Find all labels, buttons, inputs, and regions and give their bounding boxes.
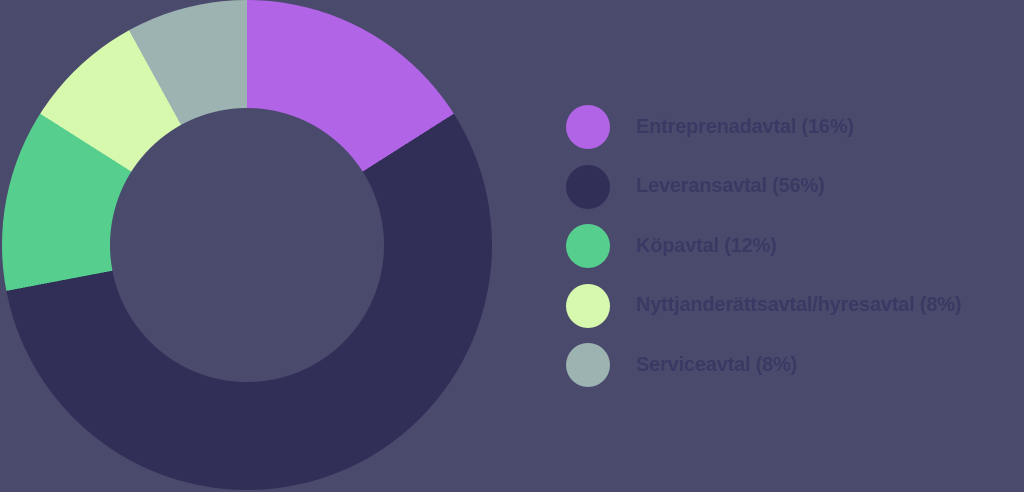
legend-item-kopavtal: Köpavtal (12%) — [566, 224, 961, 268]
legend-label: Leveransavtal (56%) — [636, 175, 825, 197]
legend-item-leveransavtal: Leveransavtal (56%) — [566, 164, 961, 209]
legend-item-nyttjanderattsavtal: Nyttjanderättsavtal/hyresavtal (8%) — [566, 283, 962, 328]
legend-item-serviceavtal: Serviceavtal (8%) — [566, 343, 961, 387]
legend-swatch-icon — [566, 224, 610, 268]
legend-item-entreprenadavtal: Entreprenadavtal (16%) — [566, 105, 961, 149]
donut-ring — [2, 0, 492, 490]
legend-label: Serviceavtal (8%) — [636, 353, 798, 376]
legend-label: Nyttjanderättsavtal/hyresavtal (8%) — [636, 294, 962, 316]
legend-swatch-icon — [566, 283, 610, 328]
donut-hole — [110, 108, 384, 382]
legend-swatch-icon — [566, 343, 610, 387]
legend-swatch-icon — [566, 164, 610, 209]
legend-label: Entreprenadavtal (16%) — [636, 115, 854, 138]
chart-legend: Entreprenadavtal (16%) Leveransavtal (56… — [566, 105, 962, 387]
legend-label: Köpavtal (12%) — [636, 234, 777, 257]
legend-swatch-icon — [566, 105, 610, 149]
